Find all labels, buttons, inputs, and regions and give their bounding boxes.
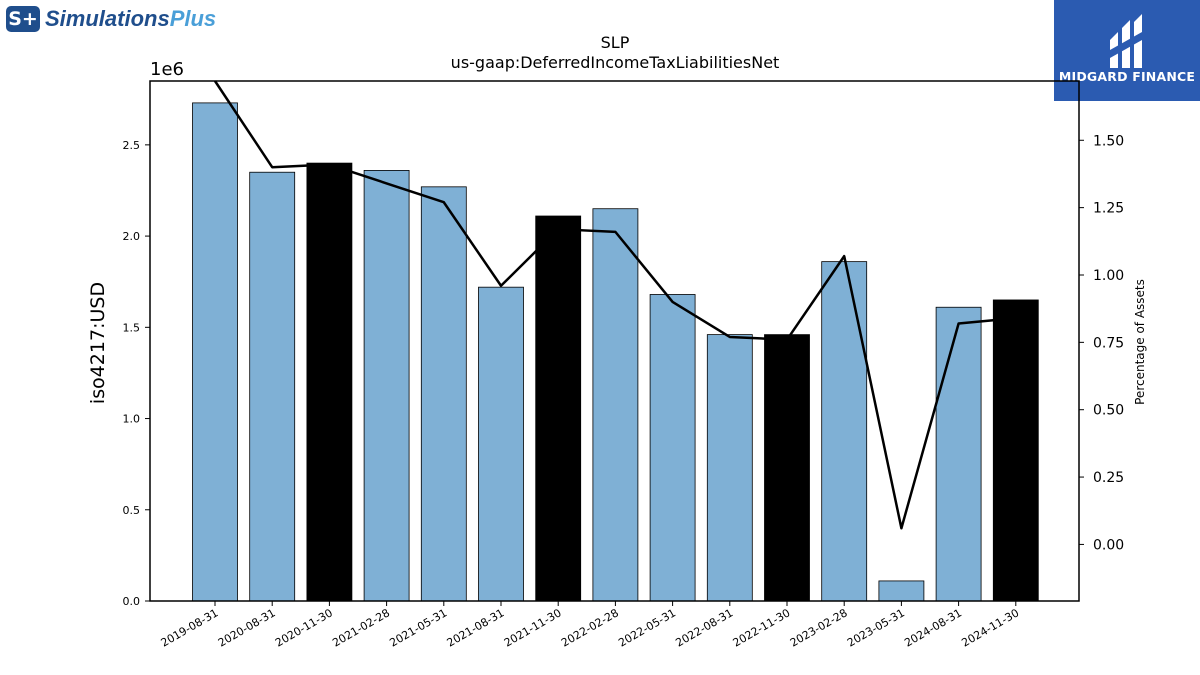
x-tick-label-2022-02-28: 2022-02-28	[559, 606, 621, 649]
y-right-tick-label-1.00: 1.00	[1093, 268, 1124, 284]
y-right-tick-label-0.25: 0.25	[1093, 470, 1124, 486]
midgard-finance-name: MIDGARD FINANCE	[1058, 69, 1196, 84]
simulationsplus-wordmark: SimulationsPlus	[45, 6, 216, 32]
simulationsplus-logo: S+ SimulationsPlus	[6, 6, 216, 32]
wordmark-part2: Plus	[169, 6, 217, 31]
y-tick-label-2.5: 2.5	[123, 139, 141, 152]
x-tick-label-2021-02-28: 2021-02-28	[330, 606, 392, 649]
bar-2021-05-31	[420, 186, 467, 602]
x-tick-label-2024-11-30: 2024-11-30	[959, 606, 1021, 649]
percentage-line	[213, 80, 1016, 530]
x-tick-label-2022-08-31: 2022-08-31	[673, 606, 735, 649]
x-tick-label-2021-08-31: 2021-08-31	[445, 606, 507, 649]
x-tick-label-2022-05-31: 2022-05-31	[616, 606, 678, 649]
y-right-tick-label-0.00: 0.00	[1093, 537, 1124, 553]
y-axis-right-label: Percentage of Assets	[1133, 279, 1147, 405]
bar-2021-02-28	[363, 170, 410, 602]
x-tick-label-2021-11-30: 2021-11-30	[502, 606, 564, 649]
bar-2020-11-30	[306, 162, 353, 602]
bar-2024-08-31	[935, 306, 982, 602]
bar-2022-02-28	[592, 208, 639, 602]
y-axis-label: iso4217:USD	[87, 282, 109, 404]
wordmark-part1: Simulations	[45, 6, 170, 31]
midgard-mark-icon	[1110, 14, 1142, 68]
x-tick-label-2020-11-30: 2020-11-30	[273, 606, 335, 649]
y-right-tick-label-1.25: 1.25	[1093, 201, 1124, 217]
x-tick-label-2022-11-30: 2022-11-30	[731, 606, 793, 649]
x-tick-label-2024-08-31: 2024-08-31	[902, 606, 964, 649]
x-tick-label-2021-05-31: 2021-05-31	[387, 606, 449, 649]
x-tick-label-2023-05-31: 2023-05-31	[845, 606, 907, 649]
bar-2021-08-31	[478, 286, 524, 602]
bar-2024-11-30	[992, 299, 1039, 602]
plot-frame	[149, 80, 1080, 602]
bar-2022-08-31	[706, 334, 753, 602]
x-tick-label-2023-02-28: 2023-02-28	[788, 606, 850, 649]
bar-2022-11-30	[764, 334, 810, 602]
bar-2023-05-31	[878, 580, 925, 602]
y-tick-label-1.5: 1.5	[123, 321, 141, 334]
y-right-tick-label-0.75: 0.75	[1093, 335, 1124, 351]
y-tick-label-0.5: 0.5	[123, 504, 141, 517]
bar-2022-05-31	[649, 294, 696, 602]
x-tick-label-2020-08-31: 2020-08-31	[216, 606, 278, 649]
y-right-tick-label-1.50: 1.50	[1093, 133, 1124, 149]
chart-subtitle: us-gaap:DeferredIncomeTaxLiabilitiesNet	[451, 53, 780, 72]
simulationsplus-badge: S+	[6, 6, 40, 32]
y-right-tick-label-0.50: 0.50	[1093, 403, 1124, 419]
bar-2020-08-31	[249, 171, 296, 602]
y-offset-label: 1e6	[150, 59, 184, 80]
y-tick-label-2.0: 2.0	[123, 230, 141, 243]
y-tick-label-0.0: 0.0	[123, 595, 141, 608]
chart-title: SLP	[601, 33, 630, 52]
bar-2023-02-28	[821, 261, 868, 602]
bar-2021-11-30	[535, 215, 582, 602]
y-tick-label-1.0: 1.0	[123, 413, 141, 426]
bar-2019-08-31	[192, 102, 238, 602]
midgard-finance-logo: MIDGARD FINANCE	[1054, 0, 1200, 101]
x-tick-label-2019-08-31: 2019-08-31	[159, 606, 221, 649]
